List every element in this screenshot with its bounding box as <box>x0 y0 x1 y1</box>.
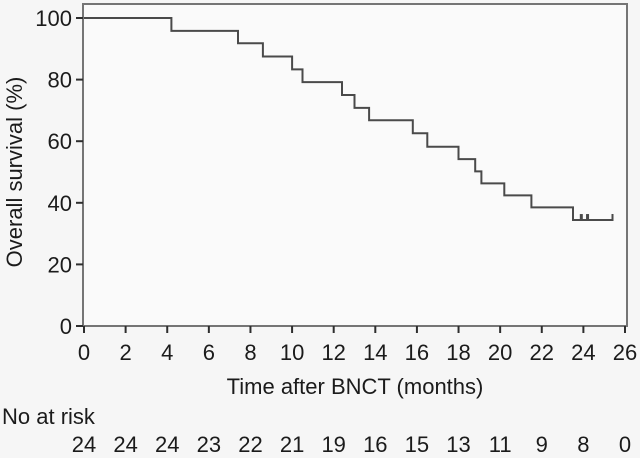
risk-count: 0 <box>619 432 631 457</box>
risk-count: 21 <box>280 432 304 457</box>
x-tick-label: 18 <box>446 340 470 365</box>
y-axis-title: Overall survival (%) <box>2 76 27 268</box>
risk-count: 24 <box>72 432 96 457</box>
risk-count: 22 <box>238 432 262 457</box>
x-tick-label: 20 <box>488 340 512 365</box>
x-axis-title: Time after BNCT (months) <box>226 374 484 399</box>
y-tick-label: 80 <box>48 68 72 93</box>
x-tick-label: 2 <box>119 340 131 365</box>
plot-frame <box>82 3 628 327</box>
risk-count: 15 <box>405 432 429 457</box>
x-tick-label: 22 <box>530 340 554 365</box>
y-tick-label: 20 <box>48 252 72 277</box>
risk-table-label: No at risk <box>2 404 95 429</box>
risk-count: 13 <box>446 432 470 457</box>
y-tick-label: 0 <box>60 314 72 339</box>
y-tick-label: 60 <box>48 129 72 154</box>
x-tick-label: 10 <box>280 340 304 365</box>
risk-count: 11 <box>489 432 512 457</box>
x-tick-label: 26 <box>613 340 637 365</box>
survival-curve <box>84 17 614 221</box>
risk-count: 24 <box>113 432 137 457</box>
x-tick-label: 6 <box>203 340 215 365</box>
x-tick-label: 0 <box>78 340 90 365</box>
x-tick-label: 8 <box>244 340 256 365</box>
risk-count: 19 <box>321 432 345 457</box>
y-tick-label: 100 <box>35 6 72 31</box>
risk-count: 8 <box>577 432 589 457</box>
risk-count: 16 <box>363 432 387 457</box>
x-tick-label: 24 <box>571 340 595 365</box>
x-tick-label: 12 <box>321 340 345 365</box>
risk-count: 23 <box>197 432 221 457</box>
x-tick-label: 4 <box>161 340 173 365</box>
y-tick-label: 40 <box>48 191 72 216</box>
x-tick-label: 14 <box>363 340 387 365</box>
x-tick-label: 16 <box>405 340 429 365</box>
risk-count: 9 <box>536 432 548 457</box>
risk-count: 24 <box>155 432 179 457</box>
